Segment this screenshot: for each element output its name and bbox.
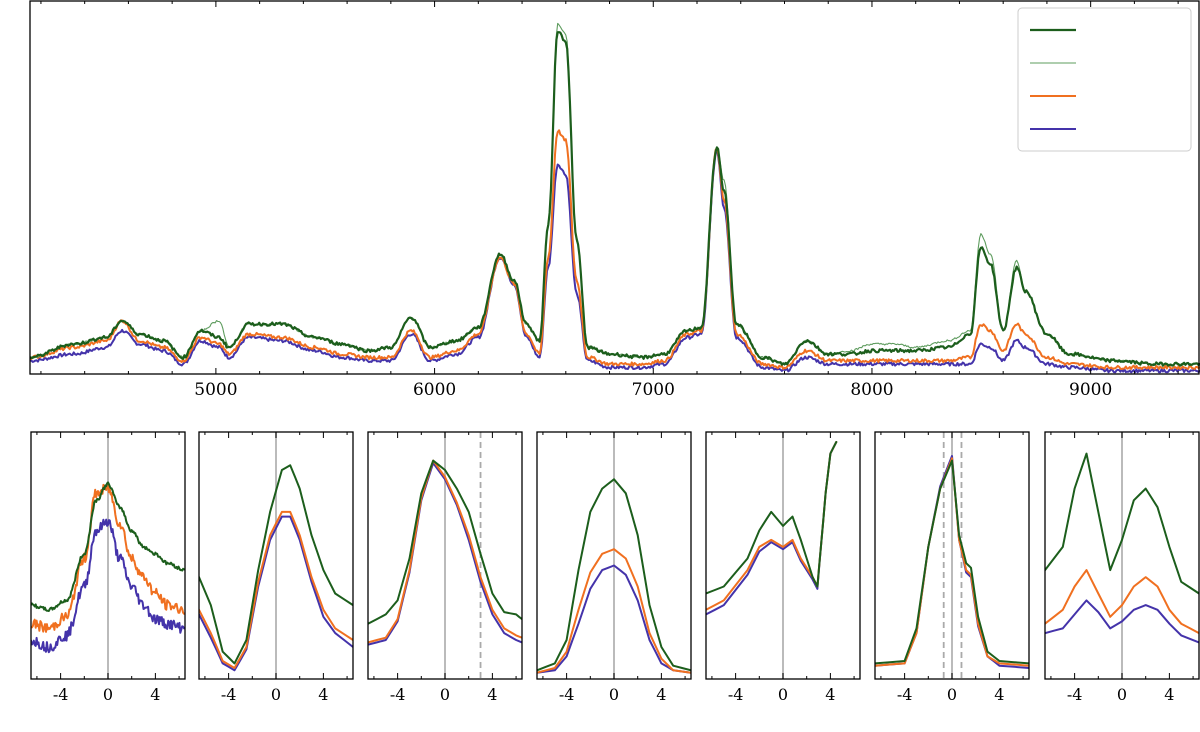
panel-line-360d <box>875 457 1029 667</box>
x-tick-label: 4 <box>1164 685 1174 704</box>
x-tick-label: 8000 <box>850 380 893 400</box>
panel-line-397d <box>537 564 691 674</box>
panel-line-287d <box>199 464 353 665</box>
panel-lines <box>1045 452 1199 644</box>
x-tick-label: 4 <box>318 685 328 704</box>
panel-line-287d <box>706 441 838 595</box>
x-tick-label: -4 <box>897 685 913 704</box>
x-tick-label: -4 <box>1067 685 1083 704</box>
x-tick-label: 4 <box>656 685 666 704</box>
x-tick-label: 0 <box>609 685 619 704</box>
legend <box>1017 7 1192 152</box>
panel-line-287d <box>368 459 522 625</box>
velocity-panel-a: -4 0 4 <box>30 431 186 704</box>
velocity-panel-c: -4 0 4 <box>367 431 523 704</box>
panel-lines <box>31 481 185 654</box>
x-tick-label: 7000 <box>632 380 675 400</box>
main-spectrum-lines <box>30 22 1200 374</box>
x-tick-label: 0 <box>440 685 450 704</box>
panel-line-287d <box>537 478 691 672</box>
panel-lines <box>706 441 838 616</box>
panel-line-287d <box>875 459 1029 665</box>
x-tick-label: -4 <box>221 685 237 704</box>
panel-line-397d <box>199 515 353 672</box>
velocity-panel-d: -4 0 4 <box>536 431 692 704</box>
velocity-panel-e: -4 0 4 <box>705 431 861 704</box>
x-tick-label: 4 <box>825 685 835 704</box>
velocity-panels: -4 0 4 -4 0 4 -4 0 4 -4 0 4 -4 0 4 -4 0 4 -4 0 4 <box>30 431 1200 704</box>
x-tick-label: 0 <box>271 685 281 704</box>
x-tick-label: 0 <box>1117 685 1127 704</box>
panel-lines <box>368 459 522 646</box>
x-tick-label: -4 <box>728 685 744 704</box>
panel-line-287d <box>1045 452 1199 595</box>
x-tick-label: 4 <box>487 685 497 704</box>
x-tick-label: 0 <box>103 685 113 704</box>
x-tick-label: 0 <box>947 685 957 704</box>
velocity-panel-b: -4 0 4 <box>198 431 354 704</box>
panel-line-360d <box>368 459 522 644</box>
x-tick-label: -4 <box>53 685 69 704</box>
velocity-panel-f: -4 0 4 <box>874 431 1030 704</box>
panel-line-360d <box>31 483 185 633</box>
spectrum-line-287d <box>30 31 1200 367</box>
x-tick-label: 4 <box>150 685 160 704</box>
x-tick-label: -4 <box>390 685 406 704</box>
panel-line-360d <box>1045 569 1199 635</box>
panel-line-287d <box>31 481 185 612</box>
panel-line-397d <box>1045 599 1199 644</box>
x-tick-label: 5000 <box>194 380 237 400</box>
spectrum-line-360d <box>30 129 1200 370</box>
x-tick-label: 4 <box>994 685 1004 704</box>
panel-line-397d <box>31 518 185 654</box>
legend-box <box>1017 7 1192 152</box>
main-plot-frame <box>29 0 1200 375</box>
spectrum-line-397d <box>30 148 1200 374</box>
panel-line-360d <box>537 548 691 674</box>
x-tick-label: -4 <box>559 685 575 704</box>
x-tick-label: 6000 <box>413 380 456 400</box>
panel-lines <box>199 464 353 672</box>
panel-lines <box>537 478 691 674</box>
panel-line-360d <box>199 510 353 669</box>
panel-lines <box>875 455 1029 669</box>
x-tick-label: 9000 <box>1069 380 1112 400</box>
velocity-panel-g: -4 0 4 <box>1044 431 1200 704</box>
panel-line-397d <box>706 441 838 616</box>
main-spectrum-panel: 5000 6000 7000 8000 9000 <box>29 0 1200 400</box>
x-tick-label: 0 <box>778 685 788 704</box>
